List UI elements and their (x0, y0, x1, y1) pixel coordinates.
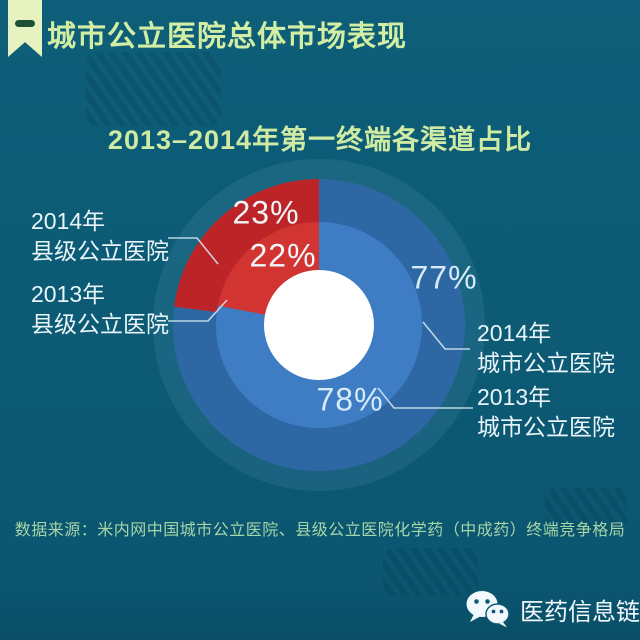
pct-label-2014-city: 77% (410, 259, 478, 296)
callout-line: 2013年 (31, 281, 106, 307)
wechat-icon (466, 591, 510, 628)
watermark-smudge (86, 52, 221, 126)
pct-label-2014-county: 23% (232, 194, 300, 231)
callout-line: 城市公立医院 (477, 414, 615, 440)
callout-line: 县级公立医院 (31, 311, 169, 337)
callout-2014-city: 2014年 城市公立医院 (477, 318, 615, 378)
pct-label-2013-city: 78% (316, 381, 384, 418)
wechat-account-badge: 医药信息链 (466, 590, 640, 628)
section-ribbon (8, 0, 42, 57)
watermark-smudge (545, 488, 627, 534)
chart-title: 2013–2014年第一终端各渠道占比 (107, 125, 533, 155)
pct-label-2013-county: 22% (249, 237, 317, 274)
callout-line: 2014年 (477, 320, 552, 346)
callout-2013-county: 2013年 县级公立医院 (31, 279, 169, 339)
page-title: 城市公立医院总体市场表现 (47, 21, 408, 53)
callout-line: 城市公立医院 (477, 350, 615, 376)
callout-line: 2013年 (477, 384, 552, 410)
watermark-smudge (383, 548, 478, 596)
wechat-account-name: 医药信息链 (520, 598, 640, 626)
section-number-one-marker (15, 20, 35, 27)
donut-center-hole (264, 270, 374, 380)
callout-2014-county: 2014年 县级公立医院 (31, 206, 169, 266)
callout-2013-city: 2013年 城市公立医院 (477, 382, 615, 442)
callout-line: 2014年 (31, 208, 106, 234)
data-source-note: 数据来源：米内网中国城市公立医院、县级公立医院化学药（中成药）终端竞争格局 (14, 522, 626, 539)
callout-line: 县级公立医院 (31, 238, 169, 264)
